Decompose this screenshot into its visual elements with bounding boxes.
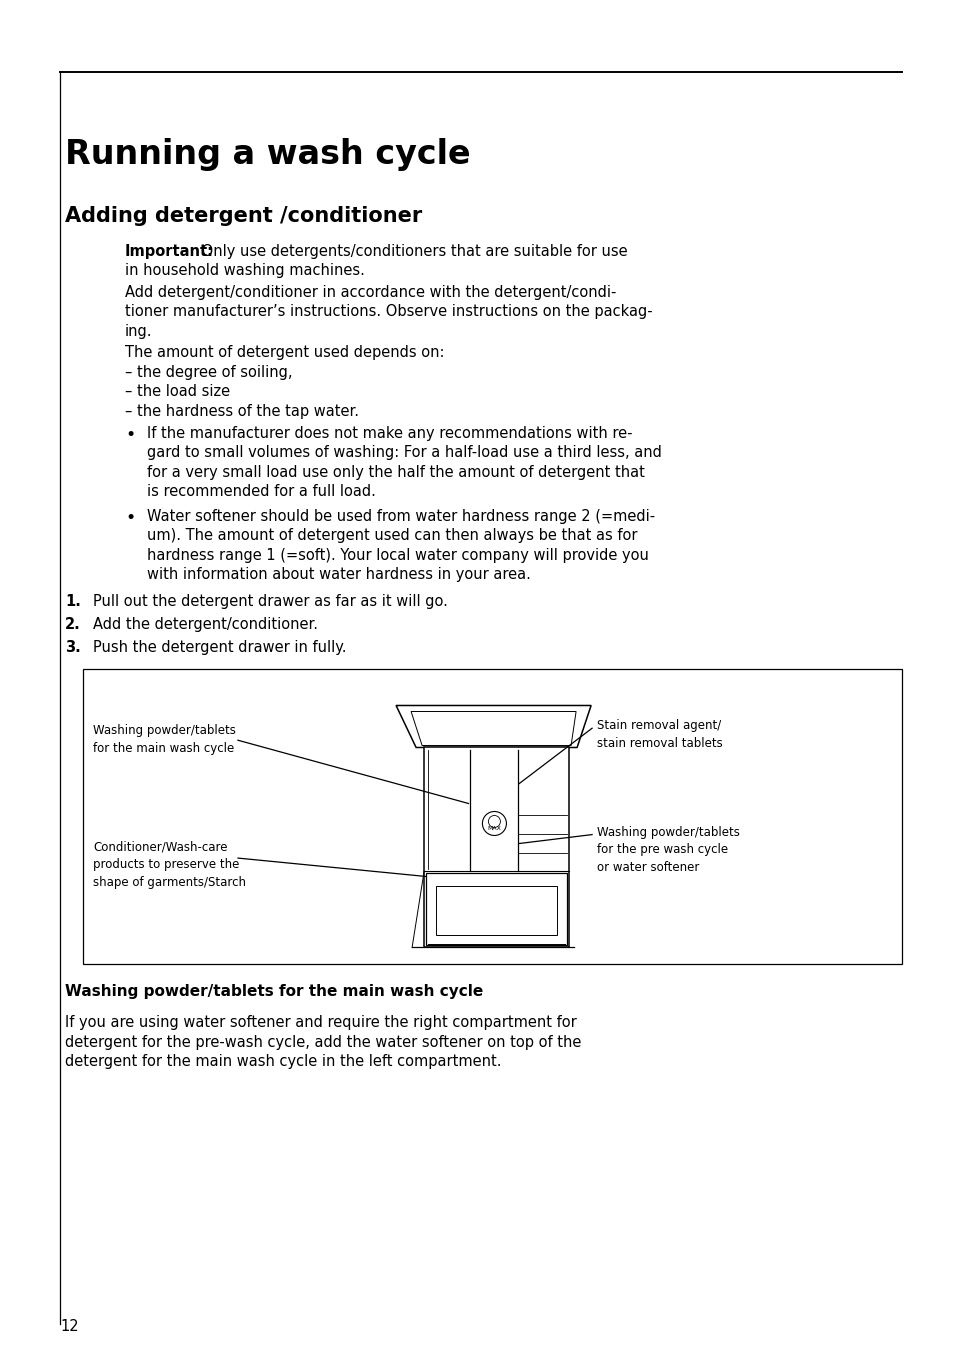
Text: •: •: [125, 508, 135, 527]
Text: – the hardness of the tap water.: – the hardness of the tap water.: [125, 403, 358, 419]
Text: Important:: Important:: [125, 243, 213, 260]
Text: ing.: ing.: [125, 324, 152, 339]
Bar: [436, 887, 557, 936]
Text: Washing powder/tablets for the main wash cycle: Washing powder/tablets for the main wash…: [65, 984, 483, 999]
Text: 12: 12: [60, 1320, 78, 1334]
Text: – the load size: – the load size: [125, 384, 230, 399]
Text: with information about water hardness in your area.: with information about water hardness in…: [147, 568, 530, 583]
Text: um). The amount of detergent used can then always be that as for: um). The amount of detergent used can th…: [147, 529, 637, 544]
Text: 3.: 3.: [65, 639, 81, 654]
Text: Only use detergents/conditioners that are suitable for use: Only use detergents/conditioners that ar…: [196, 243, 627, 260]
Text: MAX: MAX: [487, 826, 501, 831]
Text: Running a wash cycle: Running a wash cycle: [65, 138, 470, 170]
Text: stain removal tablets: stain removal tablets: [597, 737, 722, 750]
Text: Add detergent/conditioner in accordance with the detergent/condi-: Add detergent/conditioner in accordance …: [125, 285, 616, 300]
Text: for the pre wash cycle: for the pre wash cycle: [597, 844, 727, 856]
Text: Add the detergent/conditioner.: Add the detergent/conditioner.: [92, 617, 317, 631]
Text: Pull out the detergent drawer as far as it will go.: Pull out the detergent drawer as far as …: [92, 594, 447, 608]
Text: If the manufacturer does not make any recommendations with re-: If the manufacturer does not make any re…: [147, 426, 632, 441]
Text: or water softener: or water softener: [597, 861, 699, 873]
Text: 1.: 1.: [65, 594, 81, 608]
Text: Washing powder/tablets: Washing powder/tablets: [597, 826, 740, 838]
Bar: [424, 748, 569, 948]
Text: for the main wash cycle: for the main wash cycle: [92, 742, 234, 754]
Bar: [426, 873, 566, 945]
Text: Washing powder/tablets: Washing powder/tablets: [92, 725, 235, 737]
Text: Conditioner/Wash-care: Conditioner/Wash-care: [92, 841, 227, 853]
Text: Stain removal agent/: Stain removal agent/: [597, 719, 720, 733]
Text: gard to small volumes of washing: For a half-load use a third less, and: gard to small volumes of washing: For a …: [147, 445, 661, 461]
Text: If you are using water softener and require the right compartment for: If you are using water softener and requ…: [65, 1015, 577, 1030]
Text: is recommended for a full load.: is recommended for a full load.: [147, 484, 375, 499]
Text: shape of garments/Starch: shape of garments/Starch: [92, 876, 246, 888]
Text: Push the detergent drawer in fully.: Push the detergent drawer in fully.: [92, 639, 346, 654]
Text: detergent for the pre-wash cycle, add the water softener on top of the: detergent for the pre-wash cycle, add th…: [65, 1036, 580, 1051]
Text: Adding detergent /conditioner: Adding detergent /conditioner: [65, 206, 422, 226]
Text: The amount of detergent used depends on:: The amount of detergent used depends on:: [125, 345, 444, 360]
Text: tioner manufacturer’s instructions. Observe instructions on the packag-: tioner manufacturer’s instructions. Obse…: [125, 304, 652, 319]
Text: detergent for the main wash cycle in the left compartment.: detergent for the main wash cycle in the…: [65, 1055, 501, 1069]
Text: hardness range 1 (=soft). Your local water company will provide you: hardness range 1 (=soft). Your local wat…: [147, 548, 648, 562]
Text: – the degree of soiling,: – the degree of soiling,: [125, 365, 293, 380]
Text: for a very small load use only the half the amount of detergent that: for a very small load use only the half …: [147, 465, 644, 480]
Bar: [83, 669, 901, 964]
Text: 2.: 2.: [65, 617, 81, 631]
Text: products to preserve the: products to preserve the: [92, 859, 239, 871]
Text: Water softener should be used from water hardness range 2 (=medi-: Water softener should be used from water…: [147, 508, 655, 523]
Text: •: •: [125, 426, 135, 443]
Text: in household washing machines.: in household washing machines.: [125, 264, 364, 279]
